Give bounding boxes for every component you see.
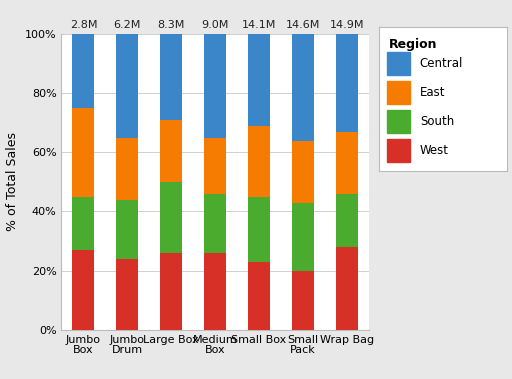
Bar — [204, 253, 226, 330]
Text: Region: Region — [389, 38, 438, 51]
Bar — [292, 271, 314, 330]
Bar — [72, 250, 94, 330]
Y-axis label: % of Total Sales: % of Total Sales — [6, 132, 19, 232]
Bar — [204, 194, 226, 253]
FancyBboxPatch shape — [387, 81, 410, 104]
Bar — [248, 34, 270, 126]
Bar — [248, 262, 270, 330]
Bar — [160, 34, 182, 120]
FancyBboxPatch shape — [387, 110, 410, 133]
Bar — [72, 108, 94, 197]
FancyBboxPatch shape — [387, 139, 410, 162]
Text: 14.9M: 14.9M — [329, 20, 364, 30]
Text: 14.6M: 14.6M — [286, 20, 320, 30]
Text: East: East — [420, 86, 445, 99]
Bar — [160, 253, 182, 330]
Bar — [160, 182, 182, 253]
Bar — [336, 194, 358, 247]
Bar — [160, 120, 182, 182]
Text: 14.1M: 14.1M — [242, 20, 276, 30]
Text: 8.3M: 8.3M — [158, 20, 185, 30]
Bar — [336, 132, 358, 194]
Text: 9.0M: 9.0M — [201, 20, 229, 30]
Bar — [336, 247, 358, 330]
Bar — [116, 138, 138, 200]
Text: 6.2M: 6.2M — [114, 20, 141, 30]
Bar — [116, 259, 138, 330]
Bar — [336, 34, 358, 132]
Bar — [248, 126, 270, 197]
Bar — [292, 203, 314, 271]
Text: Central: Central — [420, 58, 463, 70]
Bar — [116, 34, 138, 138]
Bar — [248, 197, 270, 262]
FancyBboxPatch shape — [387, 52, 410, 75]
Bar — [292, 141, 314, 203]
Text: South: South — [420, 115, 454, 128]
Bar — [204, 138, 226, 194]
Bar — [72, 197, 94, 250]
Bar — [204, 34, 226, 138]
Text: 2.8M: 2.8M — [70, 20, 97, 30]
Text: West: West — [420, 144, 449, 157]
Bar — [72, 34, 94, 108]
Bar — [116, 200, 138, 259]
Bar — [292, 34, 314, 141]
